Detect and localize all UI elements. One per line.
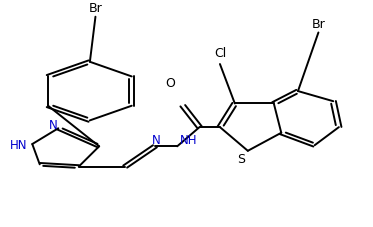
Text: Br: Br bbox=[88, 2, 102, 15]
Text: N: N bbox=[49, 118, 58, 131]
Text: HN: HN bbox=[9, 138, 27, 151]
Text: Cl: Cl bbox=[214, 47, 226, 60]
Text: NH: NH bbox=[180, 134, 197, 147]
Text: O: O bbox=[165, 76, 175, 89]
Text: S: S bbox=[238, 153, 245, 165]
Text: Br: Br bbox=[311, 18, 325, 31]
Text: N: N bbox=[152, 134, 160, 147]
